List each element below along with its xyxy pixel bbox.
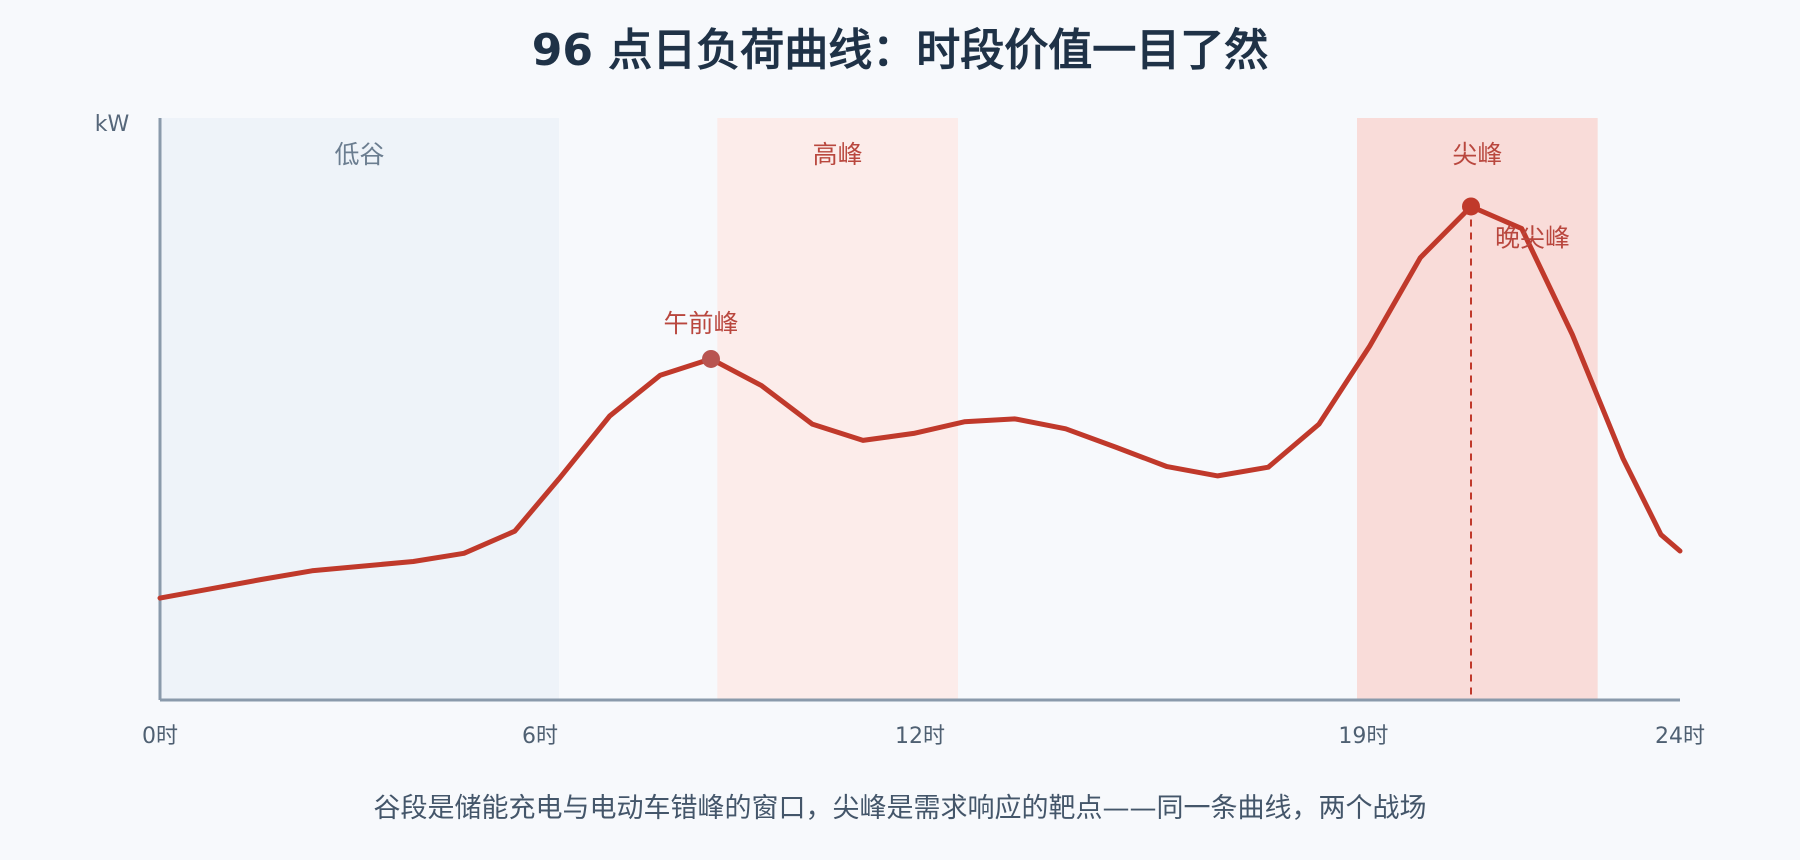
annotations-layer: 午前峰 晚尖峰 [663, 197, 1570, 700]
annotation-marker-1 [1462, 197, 1480, 216]
x-tick-label-4: 24时 [1655, 724, 1705, 749]
x-tick-label-0: 0时 [142, 724, 178, 749]
period-band-0 [160, 118, 559, 700]
annotation-label-1: 晚尖峰 [1495, 223, 1570, 252]
x-tick-label-1: 6时 [522, 724, 558, 749]
period-band-label-2: 尖峰 [1452, 140, 1502, 169]
period-band-label-0: 低谷 [334, 140, 384, 169]
x-tick-labels: 0时 6时 12时 19时 24时 [142, 724, 1705, 749]
chart-caption: 谷段是储能充电与电动车错峰的窗口，尖峰是需求响应的靶点——同一条曲线，两个战场 [374, 793, 1427, 824]
y-axis-label: kW [95, 112, 130, 137]
period-bands: 低谷 高峰 尖峰 [160, 118, 1598, 700]
series-layer [157, 204, 1683, 601]
annotation-marker-0 [702, 349, 720, 368]
load-series-line-0 [157, 204, 1683, 601]
chart-title: 96 点日负荷曲线：时段价值一目了然 [532, 25, 1269, 76]
period-band-1 [717, 118, 958, 700]
period-band-2 [1357, 118, 1598, 700]
annotation-label-0: 午前峰 [663, 309, 738, 338]
x-tick-label-2: 12时 [895, 724, 945, 749]
x-tick-label-3: 19时 [1338, 724, 1388, 749]
period-band-label-1: 高峰 [813, 140, 863, 169]
